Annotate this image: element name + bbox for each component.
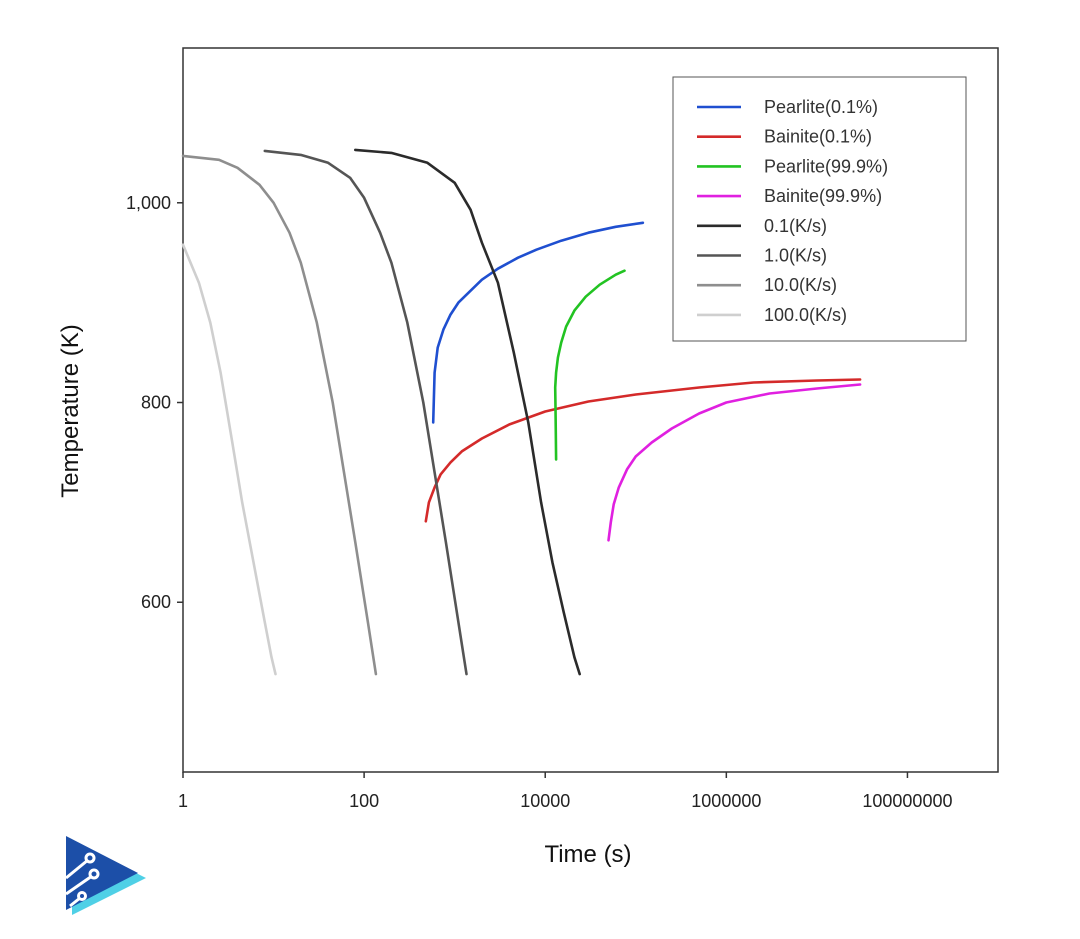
legend-box bbox=[672, 76, 967, 342]
legend-label: 10.0(K/s) bbox=[764, 275, 837, 295]
y-tick-label: 800 bbox=[141, 393, 171, 413]
series-line bbox=[181, 154, 378, 676]
legend-label: 0.1(K/s) bbox=[764, 216, 827, 236]
legend-items: Pearlite(0.1%) Bainite(0.1%) Pearlite(99.9… bbox=[697, 97, 888, 325]
x-axis-title: Time (s) bbox=[544, 841, 631, 868]
series-lines bbox=[181, 148, 862, 676]
legend-label: 1.0(K/s) bbox=[764, 246, 827, 266]
x-axis-ticks: 1 100 10000 1000000 100000000 bbox=[178, 772, 952, 811]
legend-label: Bainite(0.1%) bbox=[764, 127, 872, 147]
plot-area bbox=[182, 47, 999, 773]
series-line bbox=[353, 148, 582, 676]
y-tick-label: 600 bbox=[141, 592, 171, 612]
series-line bbox=[607, 383, 862, 542]
legend-label: 100.0(K/s) bbox=[764, 305, 847, 325]
y-axis-ticks: 600 800 1,000 bbox=[126, 193, 183, 612]
series-line bbox=[263, 149, 468, 676]
legend-label: Pearlite(99.9%) bbox=[764, 156, 888, 176]
y-axis-title: Temperature (K) bbox=[57, 324, 84, 497]
x-tick-label: 1 bbox=[178, 791, 188, 811]
series-line bbox=[431, 221, 645, 424]
legend: Pearlite(0.1%) Bainite(0.1%) Pearlite(99.9… bbox=[672, 76, 967, 342]
x-tick-label: 100000000 bbox=[862, 791, 952, 811]
legend-label: Bainite(99.9%) bbox=[764, 186, 882, 206]
legend-label: Pearlite(0.1%) bbox=[764, 97, 878, 117]
x-tick-label: 1000000 bbox=[691, 791, 761, 811]
brand-logo-icon bbox=[65, 836, 146, 915]
series-line bbox=[181, 243, 277, 676]
x-tick-label: 100 bbox=[349, 791, 379, 811]
x-tick-label: 10000 bbox=[520, 791, 570, 811]
y-tick-label: 1,000 bbox=[126, 193, 171, 213]
series-line bbox=[553, 269, 626, 461]
